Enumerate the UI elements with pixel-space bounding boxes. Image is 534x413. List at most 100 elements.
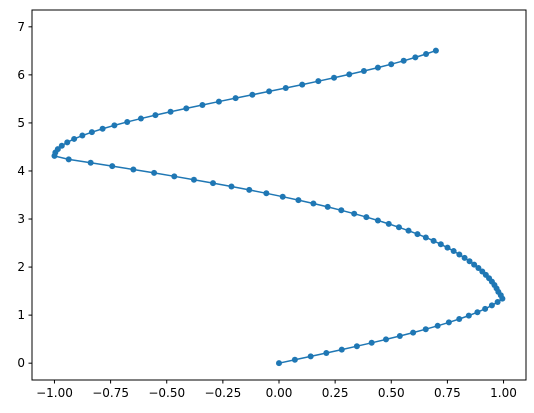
data-point: [331, 74, 338, 81]
data-point: [396, 333, 403, 339]
data-point: [276, 360, 282, 367]
data-point: [215, 98, 222, 105]
data-point: [246, 186, 253, 193]
data-point: [422, 234, 429, 241]
data-point: [414, 231, 421, 238]
data-point: [58, 142, 65, 149]
data-point: [299, 81, 306, 88]
data-point: [323, 349, 330, 356]
y-tick-label: 1: [17, 308, 25, 322]
data-point: [291, 356, 298, 363]
data-point: [456, 316, 463, 323]
x-tick-label: 0.75: [434, 386, 461, 400]
data-point: [249, 91, 256, 98]
data-point: [456, 251, 463, 258]
x-axis: −1.00 −0.75 −0.50 −0.25 0.00 0.25 0.50 0.75 1.00: [36, 380, 517, 400]
data-point: [471, 261, 478, 268]
data-point: [423, 51, 430, 57]
data-point: [79, 132, 86, 139]
data-point: [494, 299, 501, 306]
data-point: [410, 329, 417, 336]
data-point: [171, 173, 178, 180]
x-tick-label: −1.00: [36, 386, 73, 400]
data-point: [374, 64, 381, 71]
data-point: [488, 302, 495, 309]
data-point: [324, 203, 331, 210]
data-point: [266, 88, 273, 95]
data-point: [279, 193, 286, 200]
data-point: [461, 254, 468, 261]
data-point: [190, 176, 197, 183]
data-point: [71, 135, 78, 142]
data-point: [310, 200, 317, 207]
data-point: [315, 78, 322, 85]
data-point: [466, 258, 473, 265]
data-point: [385, 220, 392, 227]
y-tick-label: 5: [17, 116, 25, 130]
x-tick-label: −0.50: [148, 386, 185, 400]
data-point: [210, 180, 217, 187]
y-tick-label: 3: [17, 212, 25, 226]
data-point: [228, 183, 235, 190]
data-point: [338, 346, 345, 353]
data-point: [307, 353, 314, 360]
data-point: [346, 71, 353, 78]
y-tick-label: 7: [17, 20, 25, 34]
x-tick-label: −0.75: [92, 386, 129, 400]
y-tick-label: 6: [17, 68, 25, 82]
data-point: [64, 139, 71, 146]
data-point: [137, 115, 144, 122]
data-point: [282, 84, 289, 91]
data-point: [405, 227, 412, 234]
data-point: [432, 47, 439, 54]
data-point: [430, 237, 437, 244]
data-point: [412, 54, 419, 61]
data-point: [353, 343, 360, 350]
data-point: [99, 125, 106, 132]
data-point: [388, 61, 395, 68]
data-point: [88, 129, 95, 136]
data-point: [263, 190, 270, 197]
data-point: [368, 339, 375, 346]
data-point: [437, 241, 444, 248]
x-tick-label: 0.25: [322, 386, 349, 400]
data-point: [374, 217, 381, 224]
x-tick-label: 0.50: [378, 386, 405, 400]
data-point: [363, 214, 370, 221]
data-point: [124, 118, 131, 125]
data-point: [395, 224, 402, 231]
x-tick-label: 0.00: [266, 386, 293, 400]
data-point: [422, 326, 429, 333]
data-point: [111, 122, 118, 129]
y-tick-label: 2: [17, 260, 25, 274]
plot-area: [51, 47, 506, 367]
y-tick-label: 4: [17, 164, 25, 178]
data-point: [482, 305, 489, 312]
data-point: [434, 322, 441, 329]
data-point: [151, 169, 158, 176]
data-point: [474, 309, 481, 316]
data-point: [444, 244, 451, 251]
data-point: [232, 95, 239, 102]
x-tick-label: −0.25: [204, 386, 241, 400]
data-point: [383, 336, 389, 343]
data-point: [152, 112, 159, 119]
data-point: [479, 268, 486, 275]
data-point: [199, 101, 206, 108]
y-axis: 0 1 2 3 4 5 6 7: [17, 20, 32, 370]
data-point: [87, 159, 94, 166]
x-tick-label: 1.00: [490, 386, 517, 400]
data-point: [338, 207, 345, 214]
data-point: [351, 210, 358, 217]
data-point: [130, 166, 137, 173]
data-point: [54, 146, 61, 153]
data-point: [360, 67, 367, 74]
data-point: [167, 108, 174, 115]
data-point: [400, 57, 407, 64]
data-point: [475, 265, 482, 272]
data-point: [183, 105, 190, 112]
data-point: [295, 197, 302, 204]
data-point: [450, 248, 457, 255]
